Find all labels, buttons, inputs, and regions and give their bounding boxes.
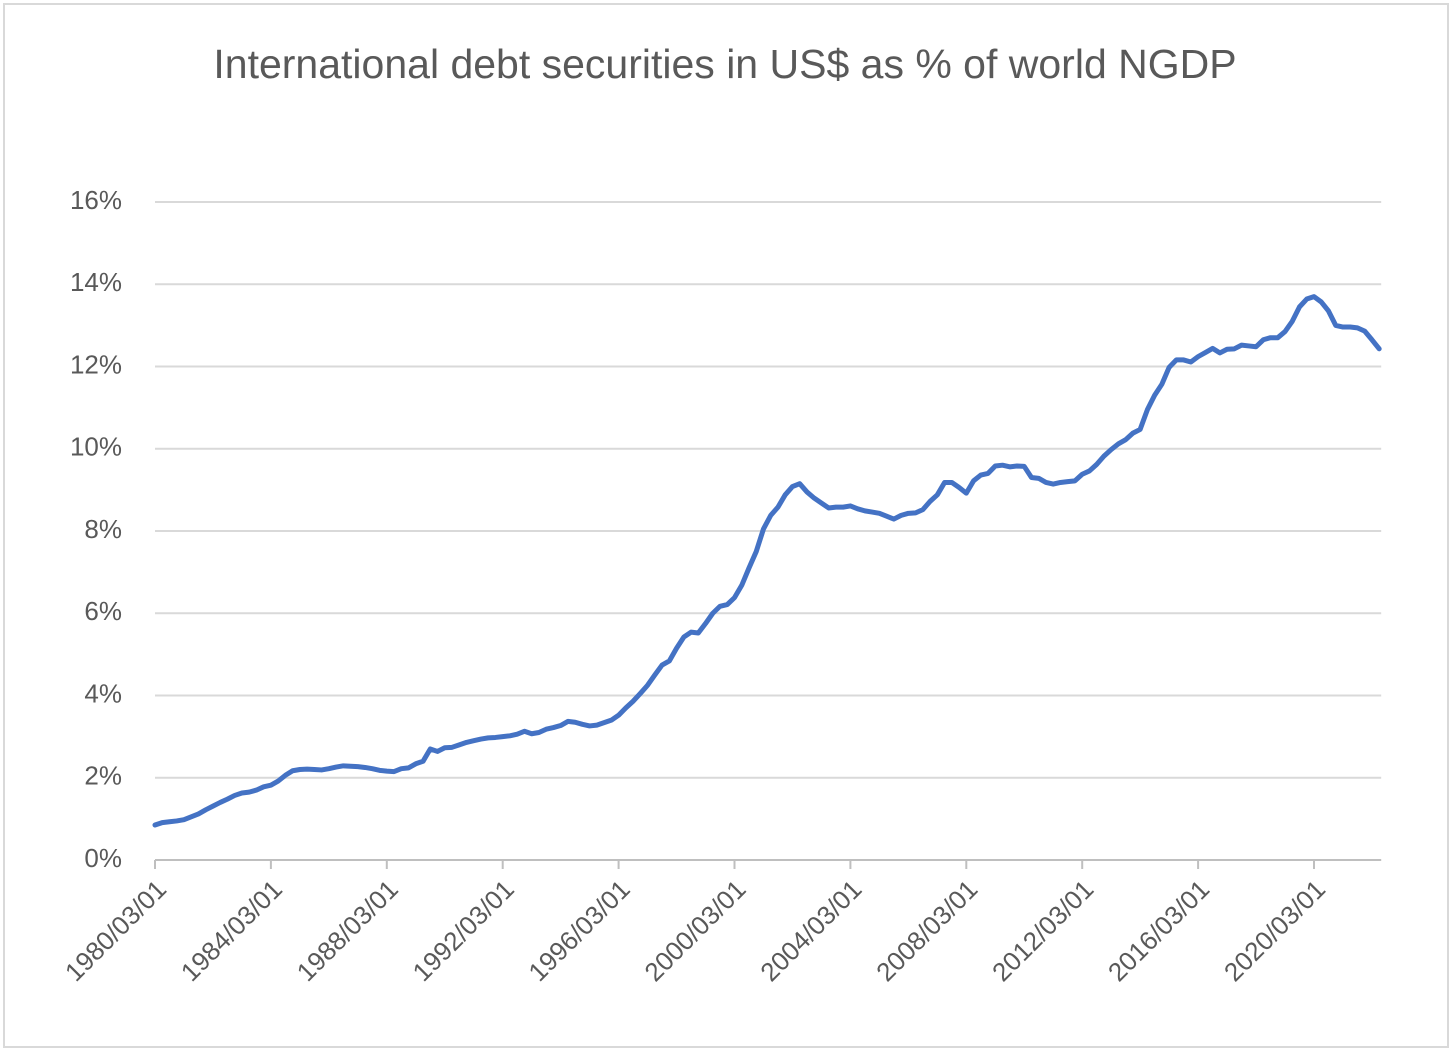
chart-title: International debt securities in US$ as …	[213, 41, 1237, 87]
x-tick-label: 1984/03/01	[175, 874, 288, 987]
y-tick-label: 14%	[70, 267, 122, 297]
x-tick-label: 1996/03/01	[522, 874, 635, 987]
x-tick-label: 2000/03/01	[638, 874, 751, 987]
data-line	[152, 294, 1382, 828]
y-tick-label: 10%	[70, 432, 122, 462]
y-tick-label: 6%	[84, 596, 122, 626]
x-tick-label: 1992/03/01	[407, 874, 520, 987]
y-tick-label: 16%	[70, 185, 122, 215]
x-tick-label: 2016/03/01	[1102, 874, 1215, 987]
x-tick-label: 2008/03/01	[870, 874, 983, 987]
y-tick-label: 12%	[70, 349, 122, 379]
y-tick-label: 2%	[84, 761, 122, 791]
y-tick-label: 4%	[84, 678, 122, 708]
x-tick-label: 1980/03/01	[59, 874, 172, 987]
x-tick-label: 2020/03/01	[1218, 874, 1331, 987]
y-tick-label: 8%	[84, 514, 122, 544]
y-tick-label: 0%	[84, 843, 122, 873]
x-tick-label: 2012/03/01	[986, 874, 1099, 987]
x-tick-label: 1988/03/01	[291, 874, 404, 987]
chart-frame	[3, 3, 1449, 1048]
x-tick-label: 2004/03/01	[754, 874, 867, 987]
